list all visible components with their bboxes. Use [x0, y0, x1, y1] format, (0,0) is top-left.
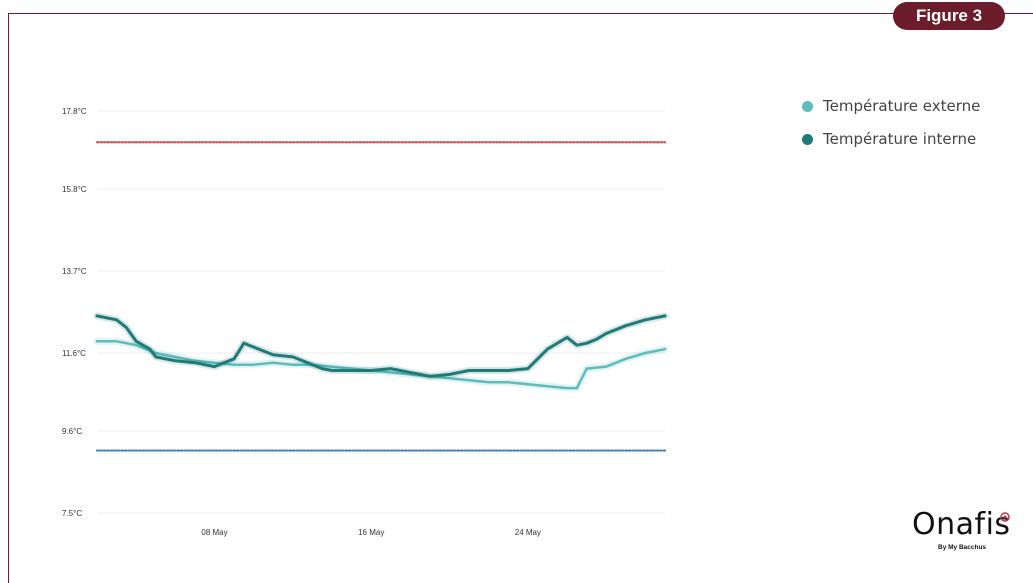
y-tick-label: 13.7°C — [62, 267, 87, 276]
y-tick-label: 15.8°C — [62, 185, 87, 194]
series-line-interne-shadow — [93, 312, 669, 380]
y-tick-label: 7.5°C — [62, 509, 82, 518]
figure-frame — [8, 13, 1033, 583]
figure-badge: Figure 3 — [893, 2, 1005, 30]
logo-target-icon — [1000, 512, 1010, 522]
y-tick-label: 17.8°C — [62, 107, 87, 116]
series-line-interne — [95, 314, 667, 378]
chart-legend: Température externe Température interne — [802, 95, 980, 161]
y-tick-label: 11.6°C — [62, 349, 86, 358]
onafis-logo: Onafis By My Bacchus — [912, 508, 1027, 558]
temperature-chart: 17.8°C 15.8°C 13.7°C 11.6°C 9.6°C 7.5°C 08 May… — [62, 107, 669, 537]
legend-item-externe: Température externe — [802, 95, 980, 117]
x-tick-label: 24 May — [515, 528, 541, 537]
legend-label-externe: Température externe — [823, 97, 981, 115]
legend-label-interne: Température interne — [823, 130, 977, 148]
x-tick-label: 08 May — [201, 528, 227, 537]
series-line-externe — [95, 340, 667, 390]
logo-wordmark: Onafis — [912, 507, 1011, 542]
y-tick-label: 9.6°C — [62, 427, 82, 436]
legend-item-interne: Température interne — [802, 128, 980, 150]
legend-swatch-externe — [802, 100, 813, 112]
logo-tagline: By My Bacchus — [938, 544, 987, 551]
legend-swatch-interne — [802, 133, 813, 145]
x-tick-label: 16 May — [358, 528, 384, 537]
